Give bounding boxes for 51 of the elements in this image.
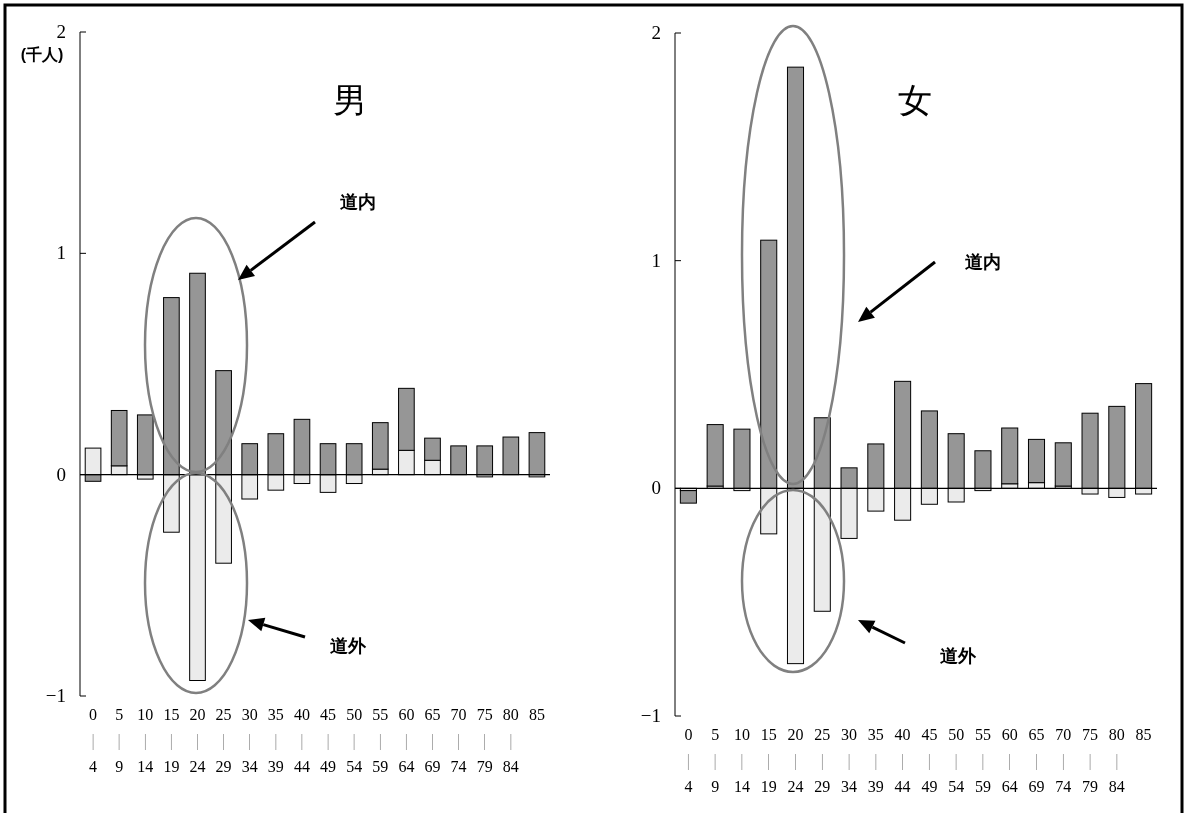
x-tick-label: 5 | 9 [711, 726, 720, 795]
x-tick-label: 80 | 84 [1108, 726, 1125, 795]
annotation: 道内 [965, 252, 1001, 272]
x-tick-label: 75 | 79 [1082, 726, 1099, 795]
x-tick-label: 85 [528, 706, 545, 723]
x-tick-label: 25 | 29 [814, 726, 831, 795]
x-tick-label: 15 | 19 [760, 726, 777, 795]
x-tick-label: 60 | 64 [1001, 726, 1018, 795]
y-tick-label: 0 [56, 463, 66, 485]
x-tick-label: 50 | 54 [948, 726, 965, 795]
y-tick-label: 2 [651, 22, 661, 43]
y-tick-label: 0 [651, 477, 661, 499]
x-tick-label: 5 | 9 [115, 706, 124, 775]
x-tick-label: 35 | 39 [867, 726, 884, 795]
x-tick-label: 20 | 24 [189, 706, 206, 775]
x-tick-label: 45 | 49 [320, 706, 337, 775]
x-tick-label: 80 | 84 [502, 706, 519, 775]
x-tick-label: 55 | 59 [974, 726, 991, 795]
x-tick-label: 35 | 39 [267, 706, 284, 775]
x-tick-label: 40 | 44 [293, 706, 310, 775]
y-tick-label: 2 [56, 21, 66, 42]
annotation: 道内 [340, 192, 376, 212]
x-tick-label: 20 | 24 [787, 726, 804, 795]
y-tick-label: 1 [651, 249, 661, 271]
text: 男 [333, 82, 367, 119]
x-tick-label: 30 | 34 [841, 726, 858, 795]
x-tick-label: 70 | 74 [1055, 726, 1072, 795]
y-tick-label: −1 [45, 685, 66, 706]
x-tick-label: 50 | 54 [346, 706, 363, 775]
x-tick-label: 65 | 69 [424, 706, 441, 775]
x-tick-label: 60 | 64 [398, 706, 415, 775]
y-tick-label: −1 [640, 705, 661, 726]
x-tick-label: 75 | 79 [476, 706, 493, 775]
x-tick-label: 25 | 29 [215, 706, 232, 775]
x-tick-label: 10 | 14 [733, 726, 750, 795]
x-tick-label: 65 | 69 [1028, 726, 1045, 795]
y-axis-title: (千人) [20, 46, 64, 63]
x-tick-label: 30 | 34 [241, 706, 258, 775]
x-tick-label: 0 | 4 [684, 726, 693, 795]
annotation: 道外 [330, 636, 367, 656]
x-tick-label: 0 | 4 [89, 706, 98, 775]
x-tick-label: 45 | 49 [921, 726, 938, 795]
x-tick-label: 15 | 19 [163, 706, 180, 775]
x-tick-label: 85 [1135, 726, 1152, 743]
text: 女 [898, 82, 932, 119]
x-tick-label: 10 | 14 [137, 706, 154, 775]
x-tick-label: 40 | 44 [894, 726, 911, 795]
x-tick-label: 55 | 59 [372, 706, 389, 775]
annotation: 道外 [940, 646, 977, 666]
x-tick-label: 70 | 74 [450, 706, 467, 775]
y-tick-label: 1 [56, 242, 66, 264]
